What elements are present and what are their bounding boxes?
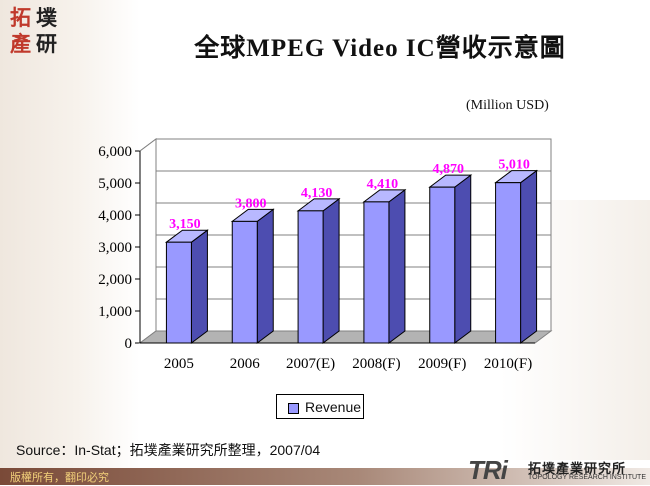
bar-side xyxy=(256,208,274,344)
x-tick-label: 2007(E) xyxy=(286,356,335,372)
footer-bar xyxy=(0,468,650,485)
x-tick-label: 2008(F) xyxy=(352,356,400,372)
slide-title: 全球MPEG Video IC營收示意圖 xyxy=(194,35,566,62)
y-tick-label: 0 xyxy=(125,336,133,352)
tri-logo-name-cn: 拓墣產業研究所 xyxy=(528,462,627,477)
copyright-text: 版權所有，翻印必究 xyxy=(10,471,109,484)
bar-side xyxy=(520,169,538,344)
bar xyxy=(297,210,324,344)
x-tick-label: 2005 xyxy=(164,356,194,372)
logo-char: 產 xyxy=(10,31,31,56)
bar-side xyxy=(454,174,472,344)
logo-char: 墣 xyxy=(36,5,57,30)
company-logo: 拓 墣 產 研 xyxy=(8,4,62,58)
legend-swatch xyxy=(288,403,299,414)
chart-legend: Revenue xyxy=(276,394,364,419)
y-tick-label: 1,000 xyxy=(98,304,132,320)
data-label: 4,130 xyxy=(301,186,333,201)
tri-logo-name-en: TOPOLOGY RESEARCH INSTITUTE xyxy=(528,474,646,481)
bar xyxy=(363,201,390,344)
bar xyxy=(231,220,258,344)
data-label: 3,150 xyxy=(169,217,201,232)
x-tick-label: 2010(F) xyxy=(484,356,532,372)
data-label: 5,010 xyxy=(498,158,530,173)
legend-label: Revenue xyxy=(305,399,362,415)
unit-label: (Million USD) xyxy=(466,98,549,113)
bar xyxy=(429,186,456,344)
data-label: 4,870 xyxy=(433,162,465,177)
logo-char: 拓 xyxy=(10,5,31,30)
data-label: 4,410 xyxy=(367,177,399,192)
y-tick-label: 5,000 xyxy=(98,176,132,192)
chart-side-wall xyxy=(139,138,157,344)
bar-side xyxy=(190,229,208,344)
bar xyxy=(495,182,522,344)
y-tick-label: 3,000 xyxy=(98,240,132,256)
source-note: Source：In-Stat；拓墣產業研究所整理，2007/04 xyxy=(16,442,321,458)
x-tick-label: 2006 xyxy=(230,356,261,372)
bar xyxy=(165,241,192,344)
tri-logo-mark: TRi xyxy=(468,455,508,485)
y-tick-label: 4,000 xyxy=(98,208,132,224)
x-tick-label: 2009(F) xyxy=(418,356,466,372)
y-tick-label: 2,000 xyxy=(98,272,132,288)
background-left-decoration xyxy=(0,0,140,485)
y-tick-label: 6,000 xyxy=(98,144,132,160)
data-label: 3,800 xyxy=(235,196,267,211)
tri-logo: TRi 拓墣產業研究所 TOPOLOGY RESEARCH INSTITUTE xyxy=(468,455,648,485)
logo-char: 研 xyxy=(36,31,57,56)
bar-side xyxy=(322,197,340,344)
bar-side xyxy=(388,188,406,344)
